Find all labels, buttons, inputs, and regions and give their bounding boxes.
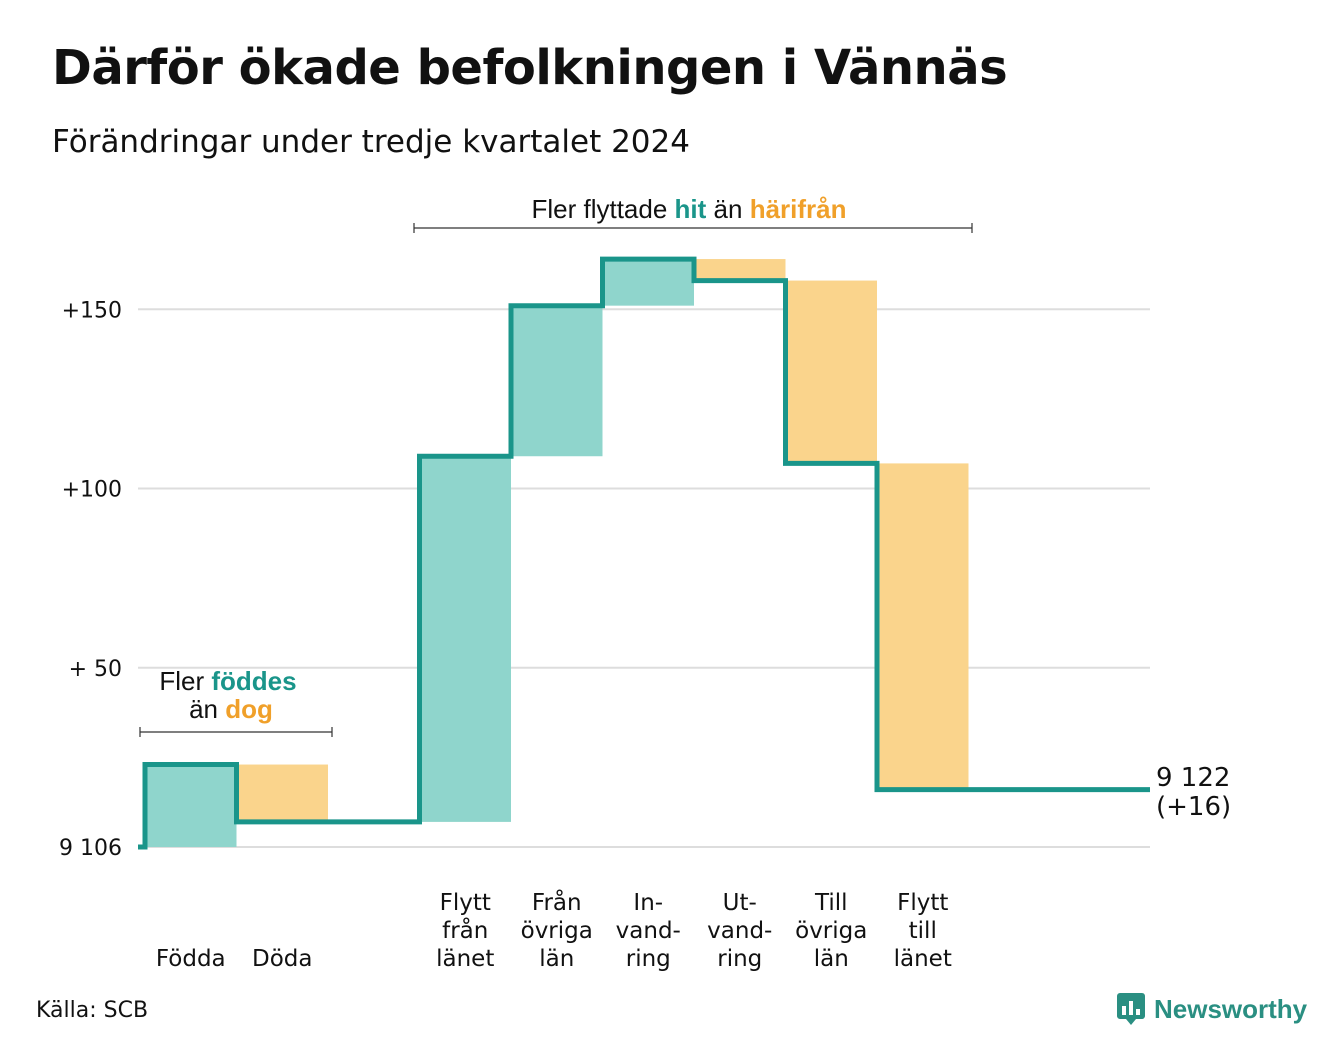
bar — [602, 259, 694, 306]
x-tick-label: Födda — [156, 946, 226, 972]
x-tick-label: övriga — [521, 918, 593, 944]
bar — [419, 456, 511, 822]
end-value-label: 9 122 — [1156, 763, 1230, 793]
migration-annotation: Fler flyttade hit än härifrån — [531, 194, 846, 224]
x-tick-label: till — [909, 918, 937, 944]
chart-title: Därför ökade befolkningen i Vännäs — [52, 40, 1008, 96]
x-tick-label: län — [539, 946, 574, 972]
x-tick-label: ring — [717, 946, 762, 972]
x-tick-label: från — [442, 916, 488, 944]
bar — [511, 305, 603, 457]
source-note: Källa: SCB — [36, 998, 149, 1023]
cumulative-step-line — [138, 256, 1150, 850]
chart-subtitle: Förändringar under tredje kvartalet 2024 — [52, 124, 690, 160]
bar — [236, 764, 328, 822]
x-tick-label: Ut- — [723, 890, 757, 916]
births-bracket — [139, 727, 333, 737]
bars — [145, 259, 969, 847]
gridlines — [138, 308, 1150, 848]
x-tick-label: Flytt — [897, 890, 948, 916]
y-tick-label: + 50 — [69, 657, 122, 682]
x-tick-label: Döda — [252, 946, 312, 972]
y-axis-ticks: 9 106 + 50 +100 +150 — [59, 298, 122, 861]
x-tick-label: Flytt — [440, 890, 491, 916]
newsworthy-logo-icon — [1117, 993, 1145, 1025]
step-line — [138, 256, 1150, 850]
bar — [877, 463, 969, 790]
x-tick-label: länet — [894, 946, 952, 972]
x-tick-label: In- — [633, 890, 663, 916]
bar — [694, 259, 786, 281]
x-tick-label: Till — [814, 890, 848, 916]
bar — [785, 280, 877, 464]
x-axis-labels: Födda DödaFlyttfrånlänetFrånövrigalänIn-v… — [156, 888, 952, 972]
newsworthy-logo: Newsworthy — [1116, 992, 1307, 1026]
x-tick-label: Från — [532, 888, 582, 916]
y-tick-label: +150 — [62, 298, 122, 323]
bar — [145, 764, 237, 847]
x-tick-label: vand- — [616, 918, 681, 944]
end-change-label: (+16) — [1156, 792, 1231, 822]
y-tick-label: 9 106 — [59, 836, 122, 861]
x-tick-label: länet — [436, 946, 494, 972]
x-tick-label: vand- — [707, 918, 772, 944]
x-tick-label: ring — [626, 946, 671, 972]
x-tick-label: övriga — [795, 918, 867, 944]
migration-bracket — [413, 223, 973, 233]
births-annotation-line2: än dog — [189, 694, 273, 724]
y-tick-label: +100 — [62, 478, 122, 503]
logo-text: Newsworthy — [1154, 993, 1308, 1024]
x-tick-label: län — [814, 946, 849, 972]
births-annotation-line1: Fler föddes — [159, 666, 296, 696]
